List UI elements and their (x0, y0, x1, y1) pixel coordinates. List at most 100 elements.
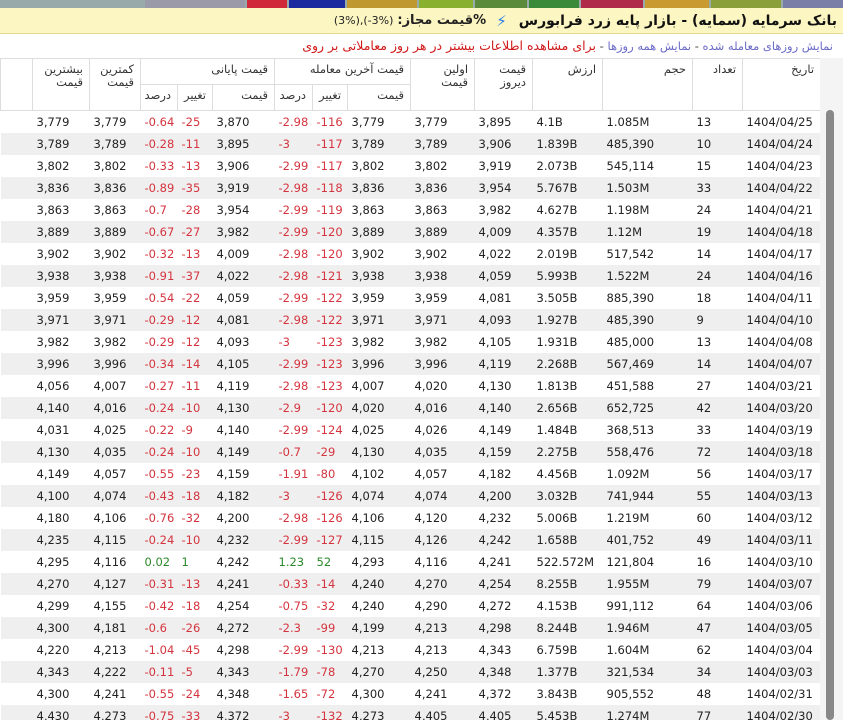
cell-last-percent: -2.99 (274, 221, 313, 243)
cell-close-change: -45 (181, 643, 201, 657)
cell-value: 5.006B (536, 511, 578, 525)
table-row[interactable]: 1404/03/21 27 451,588 1.813B 4,130 4,020 4,007… (1, 375, 821, 397)
table-row[interactable]: 1404/04/17 14 517,542 2.019B 4,022 3,902 3,902… (1, 243, 821, 265)
col-last-percent[interactable]: درصد (274, 84, 314, 111)
table-row[interactable]: 1404/03/05 47 1.946M 8.244B 4,298 4,213 4,199-… (0, 617, 820, 639)
col-last-price[interactable]: قیمت (347, 84, 412, 111)
cell-low: 4,007 (93, 379, 127, 393)
table-row[interactable]: 1404/03/10 16 121,804 522.572M 4,241 4,116 4,2… (1, 551, 821, 573)
table-row[interactable]: 1404/03/03 34 321,534 1.377B 4,348 4,250 4,270… (0, 661, 820, 683)
cell-last-change: -127 (312, 529, 348, 551)
top-tab[interactable] (529, 0, 579, 8)
cell-close-change: -32 (181, 511, 201, 525)
top-tab[interactable] (247, 0, 287, 8)
col-low[interactable]: کمترین قیمت (89, 58, 141, 111)
table-row[interactable]: 1404/03/11 49 401,752 1.658B 4,242 4,126 4,115… (0, 529, 820, 551)
cell-first: 3,902 (414, 247, 448, 261)
col-last-change[interactable]: تغییر (312, 84, 349, 111)
top-tab[interactable] (347, 0, 417, 8)
cell-close-percent: -0.34 (140, 353, 178, 375)
table-row[interactable]: 1404/04/18 19 1.12M 4.357B 4,009 3,889 3,889 -1… (0, 221, 820, 243)
cell-close-price: 3,919 (212, 177, 275, 199)
cell-last-percent: -2.98 (278, 247, 309, 261)
cell-last-percent: 1.23 (278, 555, 305, 569)
table-row[interactable]: 1404/02/30 77 1.274M 5.453B 4,405 4,405 4,273-… (0, 705, 820, 720)
cell-last-percent: -2.99 (274, 353, 313, 375)
cell-low: 3,938 (89, 265, 141, 287)
col-high[interactable]: بیشترین قیمت (32, 58, 90, 111)
cell-first: 4,026 (414, 423, 448, 437)
cell-close-percent: -0.42 (144, 599, 175, 613)
cell-close-price: 4,081 (212, 309, 275, 331)
table-row[interactable]: 1404/04/07 14 567,469 2.268B 4,119 3,996 3,996… (0, 353, 820, 375)
cell-date: 1404/03/12 (746, 511, 813, 525)
table-row[interactable]: 1404/03/12 60 1.219M 5.006B 4,232 4,120 4,106-… (1, 507, 821, 529)
cell-close-change: 1 (181, 555, 189, 569)
cell-count: 64 (696, 599, 712, 613)
top-tab[interactable] (645, 0, 709, 8)
table-row[interactable]: 1404/04/24 10 485,390 1.839B 3,906 3,789 3,789… (0, 133, 820, 155)
table-row[interactable]: 1404/04/22 33 1.503M 5.767B 3,954 3,836 3,836-… (0, 177, 820, 199)
table-row[interactable]: 1404/03/20 42 652,725 2.656B 4,140 4,016 4,020… (0, 397, 820, 419)
table-row[interactable]: 1404/03/19 33 368,513 1.484B 4,149 4,026 4,025… (1, 419, 821, 441)
cell-date: 1404/03/18 (742, 441, 820, 463)
top-tab[interactable] (289, 0, 345, 8)
cell-close-price: 3,870 (216, 115, 250, 129)
cell-low: 3,789 (89, 133, 141, 155)
col-close-change[interactable]: تغییر (177, 84, 214, 111)
cell-last-change: -117 (312, 133, 348, 155)
col-close-percent[interactable]: درصد (139, 84, 179, 111)
table-row[interactable]: 1404/04/23 15 545,114 2.073B 3,919 3,802 3,802… (1, 155, 821, 177)
table-row[interactable]: 1404/03/06 64 991,112 4.153B 4,272 4,290 4,240… (1, 595, 821, 617)
cell-close-change: -22 (181, 291, 201, 305)
cell-close-change: -12 (181, 335, 201, 349)
table-row[interactable]: 1404/04/08 13 485,000 1.931B 4,105 3,982 3,982… (1, 331, 821, 353)
col-close-price[interactable]: قیمت (212, 84, 276, 111)
table-row[interactable]: 1404/03/17 56 1.092M 4.456B 4,182 4,057 4,102 -… (1, 463, 821, 485)
cell-value: 2.073B (536, 159, 578, 173)
traded-days-link[interactable]: نمایش روزهای معامله شده (702, 39, 833, 53)
table-row[interactable]: 1404/03/13 55 741,944 3.032B 4,200 4,074 4,074… (0, 485, 820, 507)
col-volume[interactable]: حجم (602, 58, 694, 111)
cell-last-price: 4,240 (347, 573, 411, 595)
price-history-table: تاریخ تعداد حجم ارزش قیمت دیروز اولین قی… (0, 58, 820, 720)
top-tab[interactable] (419, 0, 473, 8)
all-days-link[interactable]: نمایش همه روزها (607, 39, 692, 53)
top-tab[interactable] (711, 0, 781, 8)
table-row[interactable]: 1404/04/10 9 485,390 1.927B 4,093 3,971 3,971-… (0, 309, 820, 331)
col-count[interactable]: تعداد (692, 58, 744, 111)
scrollbar-thumb[interactable] (826, 110, 834, 720)
cell-date: 1404/04/16 (742, 265, 820, 287)
table-row[interactable]: 1404/03/07 79 1.955M 8.255B 4,254 4,270 4,240-… (0, 573, 820, 595)
col-date[interactable]: تاریخ (742, 58, 820, 111)
cell-high: 4,149 (36, 467, 70, 481)
table-row[interactable]: 1404/04/16 24 1.522M 5.993B 4,059 3,938 3,938-… (0, 265, 820, 287)
table-row[interactable]: 1404/04/11 18 885,390 3.505B 4,081 3,959 3,959… (1, 287, 821, 309)
table-row[interactable]: 1404/04/21 24 1.198M 4.627B 3,982 3,863 3,863-… (1, 199, 821, 221)
top-tab[interactable] (145, 0, 245, 8)
col-yesterday[interactable]: قیمت دیروز (474, 58, 534, 111)
cell-first: 4,213 (410, 617, 475, 639)
top-tab[interactable] (475, 0, 527, 8)
cell-value: 4.456B (536, 467, 578, 481)
cell-last-percent: -2.99 (274, 529, 313, 551)
cell-close-price: 4,372 (212, 705, 275, 720)
cell-last-percent: -3 (278, 335, 290, 349)
table-row[interactable]: 1404/04/25 13 1.085M 4.1B 3,895 3,779 3,779 -11… (1, 111, 821, 134)
cell-value: 8.255B (532, 573, 603, 595)
col-first[interactable]: اولین قیمت (410, 58, 476, 111)
cell-close-percent: -0.27 (144, 379, 175, 393)
top-tab[interactable] (783, 0, 843, 8)
table-row[interactable]: 1404/03/04 62 1.604M 6.759B 4,343 4,213 4,213-… (1, 639, 821, 661)
cell-last-price: 4,300 (351, 687, 385, 701)
col-value[interactable]: ارزش (532, 58, 604, 111)
top-tab[interactable] (581, 0, 643, 8)
table-row[interactable]: 1404/03/18 72 558,476 2.275B 4,159 4,035 4,130… (0, 441, 820, 463)
scrollbar[interactable] (820, 58, 843, 720)
cell-empty (1, 287, 33, 309)
table-row[interactable]: 1404/02/31 48 905,552 3.843B 4,372 4,241 4,300… (1, 683, 821, 705)
cell-first: 4,016 (410, 397, 475, 419)
cell-low: 3,902 (93, 247, 127, 261)
cell-close-price: 3,954 (216, 203, 250, 217)
cell-yesterday: 4,119 (474, 353, 533, 375)
